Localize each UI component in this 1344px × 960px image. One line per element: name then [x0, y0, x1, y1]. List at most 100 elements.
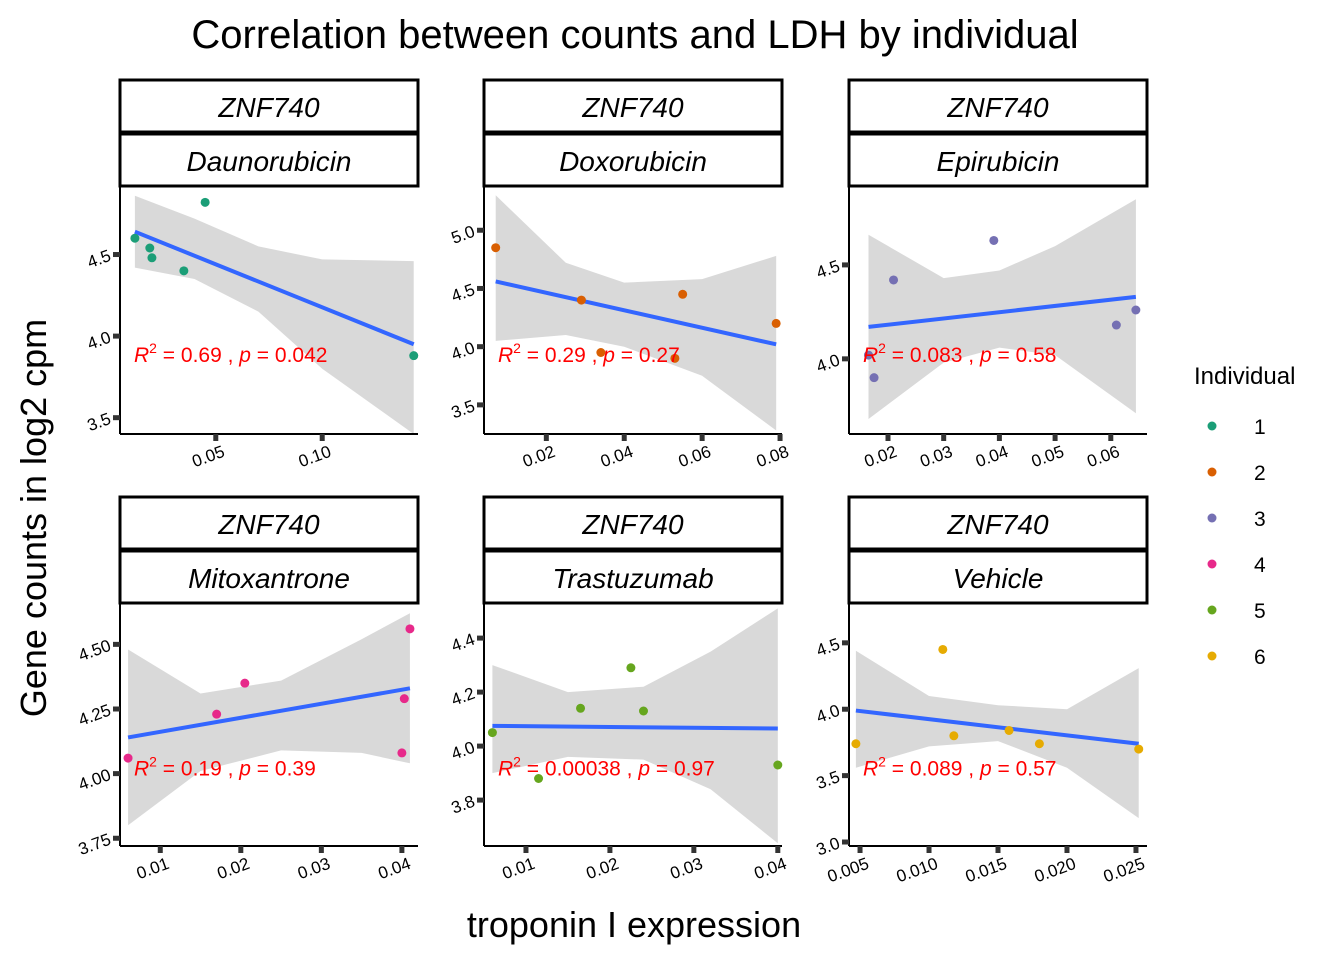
facet-strip-gene — [482, 495, 784, 551]
strip-gene-label: ZNF740 — [581, 92, 684, 123]
data-point — [405, 624, 415, 634]
facet-strip-gene — [118, 495, 420, 551]
x-tick-label: 0.015 — [963, 854, 1009, 886]
x-tick-label: 0.02 — [862, 442, 900, 471]
x-tick-label: 0.06 — [676, 442, 714, 471]
data-point — [678, 289, 688, 299]
y-tick-label: 4.0 — [449, 738, 478, 764]
panel-vehicle: ZNF740 Vehicle R2 = 0.089 , p = 0.57 3.0 3.5… — [814, 495, 1149, 886]
facet-strip-drug — [847, 549, 1149, 605]
legend-label-6: 6 — [1254, 646, 1266, 669]
legend-key-1 — [1207, 421, 1217, 431]
confidence-ribbon — [855, 650, 1139, 819]
data-point — [851, 739, 861, 749]
regression-line — [855, 708, 1139, 746]
confidence-ribbon — [134, 195, 414, 434]
legend-key-4 — [1207, 559, 1217, 569]
x-tick-label: 0.04 — [598, 442, 636, 471]
panel-epirubicin: ZNF740 Epirubicin R2 = 0.083 , p = 0.58 4.0… — [814, 78, 1149, 471]
panel-doxorubicin: ZNF740 Doxorubicin R2 = 0.29 , p = 0.27 3.5… — [449, 78, 792, 471]
x-tick-label: 0.04 — [376, 854, 414, 883]
x-tick-label: 0.03 — [295, 854, 333, 883]
x-axis-label: troponin I expression — [467, 904, 801, 945]
facet-strip-gene — [847, 495, 1149, 551]
data-point — [626, 663, 636, 673]
regression-line — [868, 294, 1137, 329]
y-tick-label: 3.75 — [76, 830, 114, 859]
y-tick-label: 5.0 — [449, 222, 478, 248]
data-point — [397, 748, 407, 758]
facet-strip-gene — [118, 78, 420, 134]
x-tick-label: 0.005 — [825, 854, 871, 886]
data-point — [1134, 744, 1144, 754]
regression-line — [492, 723, 778, 731]
confidence-ribbon — [128, 613, 410, 826]
data-point — [130, 233, 140, 243]
legend-label-3: 3 — [1254, 508, 1266, 531]
y-tick-label: 4.2 — [449, 684, 478, 710]
y-tick-label: 4.5 — [85, 246, 114, 272]
strip-drug-label: Mitoxantrone — [188, 563, 350, 594]
x-tick-label: 0.08 — [754, 442, 792, 471]
y-tick-label: 4.25 — [76, 701, 114, 730]
regression-line — [127, 686, 411, 740]
chart-title: Correlation between counts and LDH by in… — [191, 13, 1078, 57]
data-point — [1004, 725, 1014, 735]
data-point — [212, 709, 222, 719]
strip-gene-label: ZNF740 — [946, 92, 1049, 123]
strip-drug-label: Trastuzumab — [552, 563, 713, 594]
x-tick-label: 0.02 — [584, 854, 622, 883]
data-point — [399, 694, 409, 704]
strip-gene-label: ZNF740 — [217, 509, 320, 540]
data-point — [863, 350, 873, 360]
strip-gene-label: ZNF740 — [946, 509, 1049, 540]
stat-annotation: R2 = 0.69 , p = 0.042 — [134, 340, 327, 367]
x-tick-label: 0.020 — [1032, 854, 1078, 886]
legend-key-6 — [1207, 651, 1217, 661]
data-point — [123, 753, 133, 763]
data-point — [534, 774, 544, 783]
y-tick-label: 4.0 — [814, 350, 843, 376]
facet-strip-drug — [847, 132, 1149, 188]
data-point — [869, 373, 879, 383]
data-point — [889, 275, 899, 285]
y-tick-label: 3.5 — [449, 396, 478, 422]
regression-line — [134, 229, 415, 347]
data-point — [491, 243, 501, 253]
y-tick-label: 4.50 — [76, 636, 114, 665]
data-point — [240, 678, 250, 688]
facet-strip-gene — [482, 78, 784, 134]
legend-key-2 — [1207, 467, 1217, 477]
strip-gene-label: ZNF740 — [217, 92, 320, 123]
data-point — [949, 731, 959, 741]
y-tick-label: 4.4 — [449, 630, 478, 656]
x-tick-label: 0.010 — [894, 854, 940, 886]
x-tick-label: 0.01 — [134, 854, 172, 883]
strip-drug-label: Epirubicin — [937, 146, 1060, 177]
y-tick-label: 3.0 — [814, 834, 843, 860]
stat-annotation: R2 = 0.19 , p = 0.39 — [134, 754, 316, 781]
panel-mitoxantrone: ZNF740 Mitoxantrone R2 = 0.19 , p = 0.39 3.… — [76, 495, 420, 883]
x-tick-label: 0.02 — [215, 854, 253, 883]
x-tick-label: 0.04 — [752, 854, 790, 883]
legend-label-4: 4 — [1254, 554, 1266, 577]
strip-drug-label: Vehicle — [953, 563, 1044, 594]
y-tick-label: 4.5 — [449, 280, 478, 306]
y-tick-label: 4.5 — [814, 634, 843, 660]
data-point — [989, 235, 999, 245]
data-point — [200, 197, 210, 207]
strip-gene-label: ZNF740 — [581, 509, 684, 540]
y-axis-label: Gene counts in log2 cpm — [13, 319, 54, 717]
strip-drug-label: Doxorubicin — [559, 146, 707, 177]
y-tick-label: 3.8 — [449, 792, 478, 818]
data-point — [576, 295, 586, 305]
regression-line — [495, 279, 777, 347]
panel-trastuzumab: ZNF740 Trastuzumab R2 = 0.00038 , p = 0.97… — [449, 495, 790, 883]
legend: Individual 1 2 3 4 5 6 — [1194, 363, 1295, 669]
stat-annotation: R2 = 0.083 , p = 0.58 — [863, 340, 1056, 367]
x-tick-label: 0.06 — [1085, 442, 1123, 471]
stat-annotation: R2 = 0.00038 , p = 0.97 — [498, 754, 715, 781]
data-point — [1131, 305, 1141, 315]
data-point — [638, 706, 648, 716]
